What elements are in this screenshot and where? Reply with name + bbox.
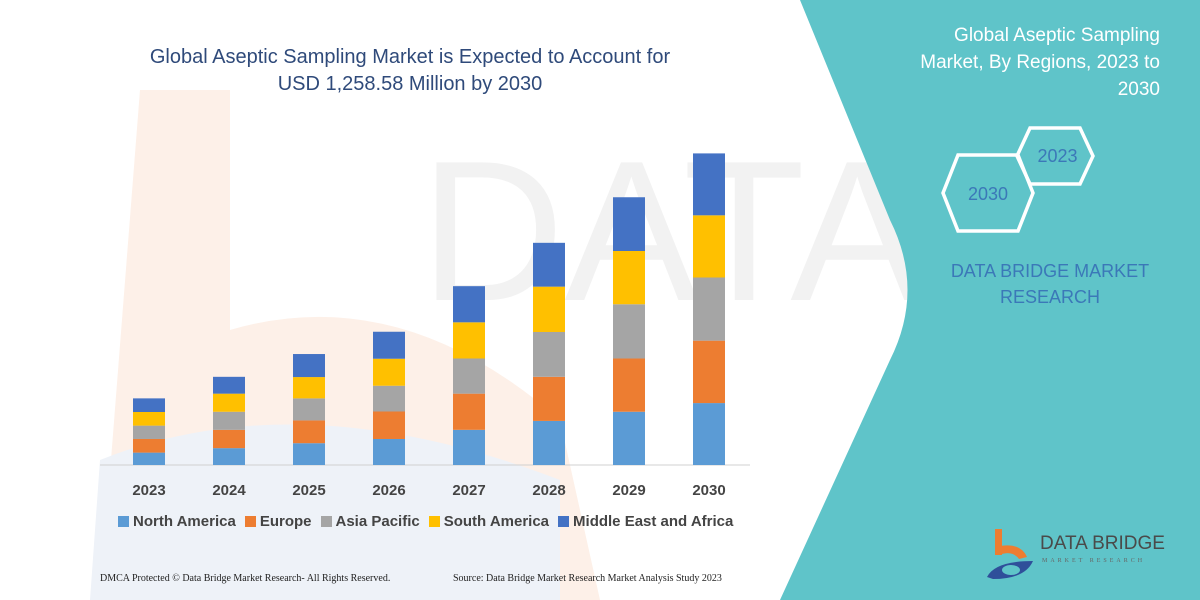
legend-swatch xyxy=(320,516,332,527)
bar-segment-2028-asia-pacific xyxy=(533,331,565,377)
legend-swatch xyxy=(118,516,129,527)
bar-segment-2028-middle-east-and-africa xyxy=(533,242,565,287)
bar-segment-2030-south-america xyxy=(693,215,725,278)
bar-segment-2023-europe xyxy=(133,438,165,453)
bar-segment-2024-south-america xyxy=(213,393,245,412)
legend-label: North America xyxy=(133,513,236,530)
title-line-2: USD 1,258.58 Million by 2030 xyxy=(277,73,543,95)
brand-line-1: DATA BRIDGE MARKET xyxy=(950,261,1150,281)
legend-label: South America xyxy=(443,513,550,530)
x-tick-label: 2027 xyxy=(452,482,485,499)
bar-segment-2024-europe xyxy=(213,429,245,449)
x-tick-label: 2023 xyxy=(132,482,165,499)
side-title-line-2: Market, By Regions, 2023 to xyxy=(920,52,1160,73)
legend-label: Middle East and Africa xyxy=(573,513,734,530)
side-panel-shape xyxy=(780,0,1200,600)
bar-segment-2023-north-america xyxy=(133,452,165,465)
bar-segment-2026-south-america xyxy=(373,358,405,386)
chart-title: Global Aseptic Sampling Market is Expect… xyxy=(110,44,710,98)
x-tick-label: 2026 xyxy=(372,482,405,499)
legend-item: Europe xyxy=(244,513,312,530)
footer-source: Source: Data Bridge Market Research Mark… xyxy=(453,573,722,584)
logo-subtitle: MARKET RESEARCH xyxy=(1042,558,1146,564)
data-bridge-logo-icon xyxy=(987,529,1033,579)
legend-swatch xyxy=(428,516,440,527)
legend-item: North America xyxy=(118,513,236,530)
bar-segment-2026-north-america xyxy=(373,438,405,465)
legend-label: Europe xyxy=(259,513,312,530)
bar-segment-2030-europe xyxy=(693,340,725,404)
legend: North America Europe Asia Pacific South Ame… xyxy=(118,513,733,530)
legend-swatch xyxy=(558,516,570,527)
brand-text: DATA BRIDGE MARKET RESEARCH xyxy=(930,258,1170,310)
bar-segment-2026-europe xyxy=(373,411,405,439)
bar-segment-2025-asia-pacific xyxy=(293,398,325,421)
bar-segment-2024-north-america xyxy=(213,448,245,465)
bar-segment-2030-middle-east-and-africa xyxy=(693,153,725,216)
bar-segment-2027-middle-east-and-africa xyxy=(453,286,485,323)
hex-year-2023: 2023 xyxy=(1037,146,1078,166)
footer-copyright: DMCA Protected © Data Bridge Market Rese… xyxy=(100,573,391,584)
hexagon-2030 xyxy=(941,153,1035,233)
legend-label: Asia Pacific xyxy=(335,513,420,530)
bar-segment-2029-middle-east-and-africa xyxy=(613,197,645,251)
bar-segment-2023-south-america xyxy=(133,411,165,426)
bar-segment-2025-south-america xyxy=(293,377,325,399)
bar-segment-2025-north-america xyxy=(293,443,325,465)
logo-name: DATA BRIDGE xyxy=(1040,533,1165,554)
x-tick-label: 2030 xyxy=(692,482,725,499)
bar-segment-2027-north-america xyxy=(453,429,485,465)
bar-segment-2029-europe xyxy=(613,358,645,412)
x-tick-label: 2024 xyxy=(212,482,246,499)
legend-item: Asia Pacific xyxy=(320,513,420,530)
bar-segment-2025-europe xyxy=(293,420,325,444)
bar-segment-2028-europe xyxy=(533,376,565,421)
bar-segment-2026-asia-pacific xyxy=(373,385,405,412)
hexagon-icons xyxy=(941,126,1095,233)
bar-segment-2030-north-america xyxy=(693,403,725,465)
bar-segment-2023-middle-east-and-africa xyxy=(133,398,165,412)
watermark-text: DATA xyxy=(420,120,924,343)
bar-segment-2024-asia-pacific xyxy=(213,411,245,430)
bar-segment-2028-north-america xyxy=(533,420,565,465)
bar-segment-2029-north-america xyxy=(613,411,645,465)
side-title-line-3: 2030 xyxy=(1117,79,1160,100)
side-title-line-1: Global Aseptic Sampling xyxy=(954,25,1160,46)
x-tick-label: 2029 xyxy=(612,482,645,499)
brand-line-2: RESEARCH xyxy=(999,287,1101,307)
title-line-1: Global Aseptic Sampling Market is Expect… xyxy=(149,46,671,68)
bar-segment-2027-asia-pacific xyxy=(453,358,485,394)
bar-segment-2029-asia-pacific xyxy=(613,304,645,359)
bar-segment-2024-middle-east-and-africa xyxy=(213,376,245,394)
legend-swatch xyxy=(244,516,256,527)
bar-segment-2029-south-america xyxy=(613,250,645,305)
bar-segment-2030-asia-pacific xyxy=(693,277,725,341)
side-panel-title: Global Aseptic Sampling Market, By Regio… xyxy=(860,22,1160,103)
bar-segment-2027-europe xyxy=(453,393,485,430)
bar-segment-2028-south-america xyxy=(533,286,565,332)
legend-item: Middle East and Africa xyxy=(558,513,733,530)
x-tick-label: 2028 xyxy=(532,482,565,499)
legend-item: South America xyxy=(428,513,550,530)
watermark-logo-arc xyxy=(90,424,560,600)
hex-year-2030: 2030 xyxy=(967,184,1009,204)
x-tick-label: 2025 xyxy=(292,482,325,499)
bar-segment-2026-middle-east-and-africa xyxy=(373,331,405,359)
bar-segment-2023-asia-pacific xyxy=(133,425,165,439)
bar-segment-2027-south-america xyxy=(453,322,485,359)
bar-segment-2025-middle-east-and-africa xyxy=(293,354,325,378)
